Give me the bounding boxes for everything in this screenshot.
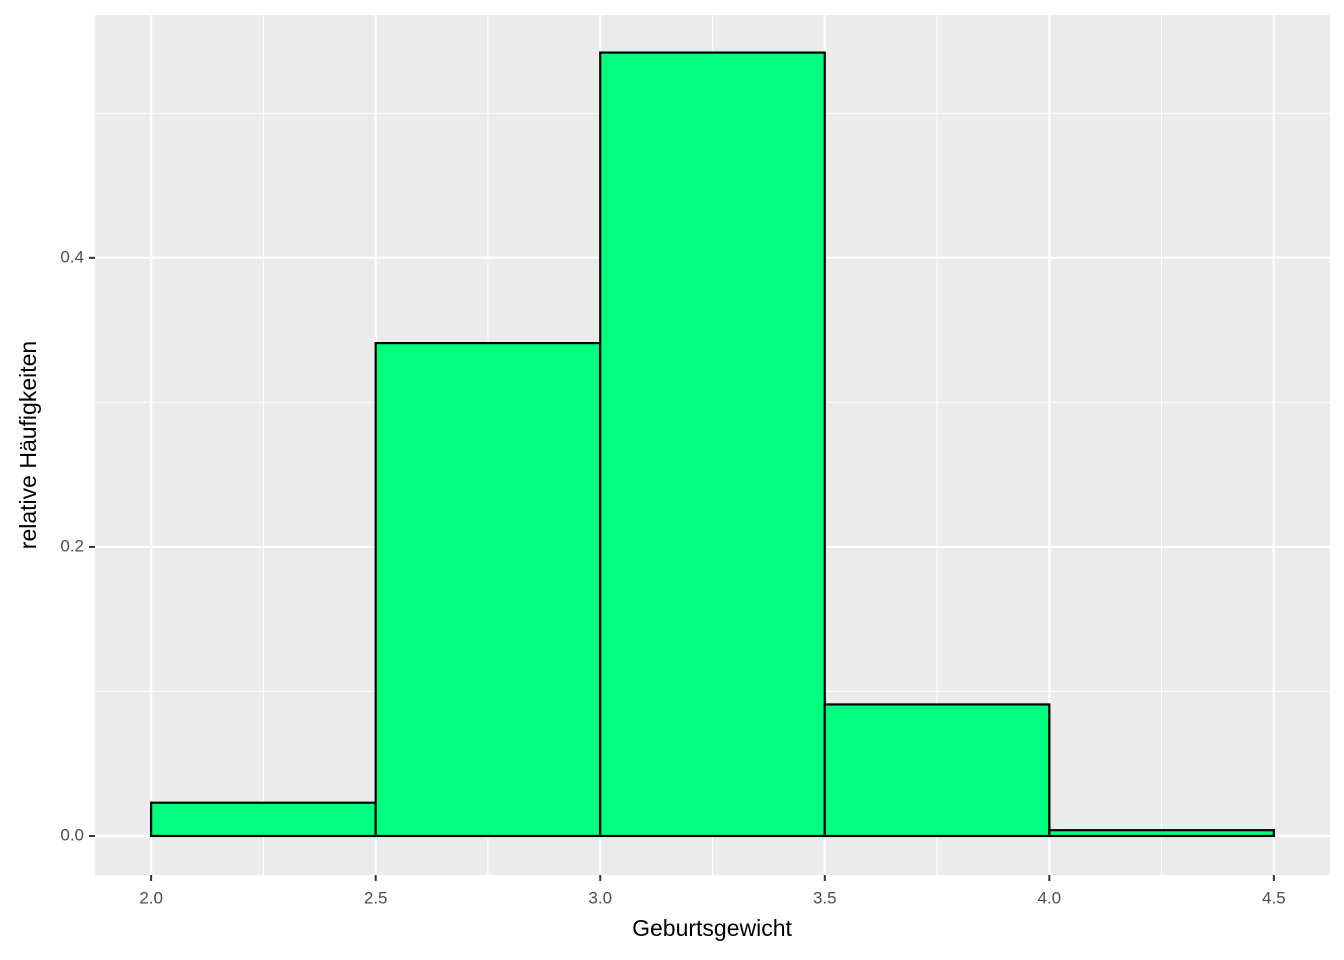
x-axis-title: Geburtsgewicht [632,915,792,941]
x-tick-label: 4.0 [1037,888,1061,907]
y-tick-label: 0.0 [60,825,84,844]
y-tick-label: 0.4 [60,247,84,266]
bar [1048,829,1275,838]
x-tick-label: 4.5 [1262,888,1286,907]
x-tick-label: 3.5 [813,888,837,907]
x-tick-label: 3.0 [588,888,612,907]
bar [823,703,1051,838]
x-tick-label: 2.5 [364,888,388,907]
y-tick-label: 0.2 [60,536,84,555]
bar [374,342,602,838]
bar [599,51,826,838]
x-tick-label: 2.0 [139,888,163,907]
bar [150,801,377,838]
y-axis-title: relative Häufigkeiten [15,341,41,549]
